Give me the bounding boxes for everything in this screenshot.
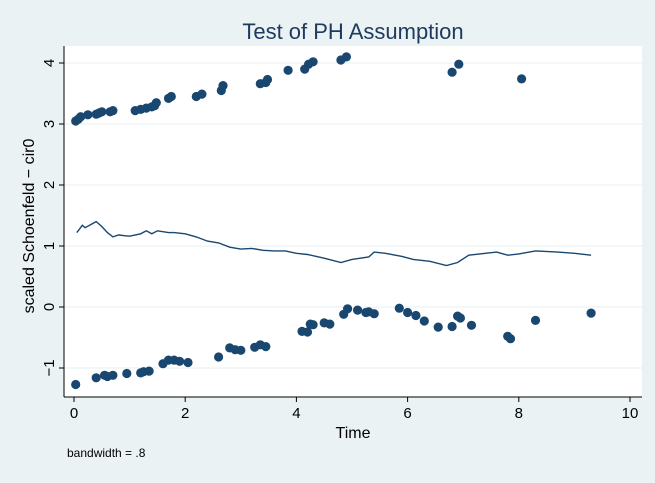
data-point	[505, 334, 516, 344]
data-point	[97, 107, 107, 117]
data-point	[183, 357, 193, 368]
x-tick-label: 2	[181, 405, 189, 422]
data-point	[517, 74, 527, 84]
x-tick-label: 0	[70, 405, 78, 422]
data-point	[447, 67, 457, 77]
data-point	[302, 327, 313, 337]
data-point	[530, 315, 541, 325]
data-point	[122, 368, 132, 379]
data-point	[218, 81, 228, 91]
data-point	[236, 345, 246, 355]
x-tick-label: 6	[403, 405, 411, 422]
y-tick-label: 1	[41, 242, 58, 250]
data-point	[466, 320, 477, 330]
data-point	[403, 307, 413, 318]
data-point	[369, 309, 379, 319]
y-tick-label: 4	[41, 59, 58, 67]
axes: −1 0 1 2 3 4 0 2 4 6 8 10	[41, 46, 642, 422]
x-axis-label: Time	[336, 425, 371, 442]
chart-title: Test of PH Assumption	[242, 19, 463, 44]
y-tick-label: −1	[41, 359, 58, 376]
y-tick-label: 3	[41, 120, 58, 128]
data-point	[214, 352, 224, 362]
data-point	[175, 356, 185, 366]
data-point	[261, 342, 271, 352]
smooth-line	[76, 220, 592, 267]
data-point	[283, 65, 293, 75]
y-tick-label: 2	[41, 181, 58, 189]
data-point	[151, 98, 161, 108]
data-point	[262, 74, 273, 85]
data-point	[353, 305, 363, 315]
data-point	[341, 52, 351, 62]
data-point	[419, 316, 429, 326]
data-point	[83, 110, 93, 120]
data-point	[447, 321, 457, 332]
x-tick-label: 4	[292, 405, 300, 422]
data-point	[76, 112, 86, 122]
bandwidth-note: bandwidth = .8	[67, 446, 146, 460]
x-tick-label: 8	[515, 405, 523, 422]
data-point	[166, 91, 176, 102]
data-point	[394, 303, 404, 313]
y-axis-label: scaled Schoenfeld − cir0	[21, 139, 38, 314]
data-point	[343, 304, 353, 314]
data-point	[108, 370, 118, 380]
plot-area	[64, 46, 642, 397]
data-point	[197, 89, 207, 99]
data-point	[433, 322, 443, 332]
data-point	[308, 57, 318, 67]
data-point	[325, 319, 335, 329]
data-point	[144, 366, 154, 376]
data-point	[71, 379, 81, 390]
marks	[71, 52, 596, 390]
y-tick-label: 0	[41, 303, 58, 311]
x-tick-label: 10	[622, 405, 639, 422]
data-point	[91, 373, 101, 383]
data-point	[108, 106, 118, 116]
data-point	[454, 59, 464, 69]
grid	[64, 62, 642, 369]
data-point	[586, 308, 596, 318]
data-point	[308, 320, 318, 330]
data-point	[455, 313, 465, 323]
data-point	[411, 310, 421, 321]
